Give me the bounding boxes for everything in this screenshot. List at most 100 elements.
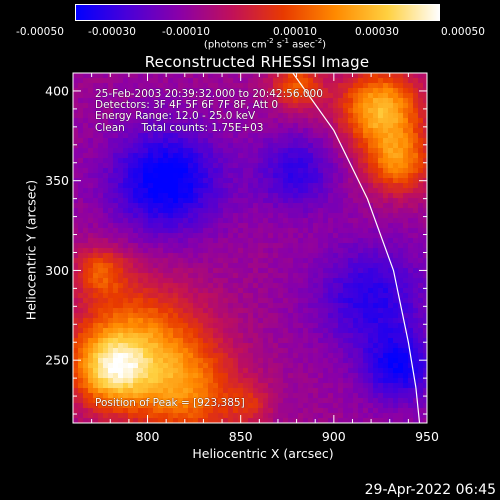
heatmap-cell [413, 348, 419, 354]
heatmap-cell [348, 128, 354, 134]
heatmap-cell [143, 158, 149, 164]
heatmap-cell [118, 258, 124, 264]
heatmap-cell [378, 163, 384, 169]
heatmap-cell [268, 148, 274, 154]
heatmap-cell [373, 183, 379, 189]
heatmap-cell [178, 338, 184, 344]
heatmap-cell [203, 293, 209, 299]
heatmap-cell [238, 278, 244, 284]
heatmap-cell [368, 318, 374, 324]
heatmap-cell [168, 233, 174, 239]
heatmap-cell [328, 408, 334, 414]
heatmap-cell [183, 188, 189, 194]
heatmap-cell [313, 93, 319, 99]
heatmap-cell [173, 343, 179, 349]
heatmap-cell [128, 83, 134, 89]
heatmap-cell [253, 93, 259, 99]
heatmap-cell [368, 408, 374, 414]
heatmap-cell [118, 73, 124, 79]
heatmap-cell [163, 388, 169, 394]
heatmap-cell [348, 308, 354, 314]
heatmap-cell [143, 333, 149, 339]
heatmap-cell [113, 403, 119, 409]
heatmap-cell [383, 363, 389, 369]
heatmap-cell [73, 203, 79, 209]
heatmap-cell [143, 138, 149, 144]
heatmap-cell [153, 383, 159, 389]
heatmap-cell [163, 248, 169, 254]
heatmap-cell [373, 268, 379, 274]
heatmap-cell [263, 323, 269, 329]
heatmap-cell [253, 88, 259, 94]
heatmap-cell [333, 328, 339, 334]
heatmap-cell [158, 308, 164, 314]
heatmap-cell [168, 253, 174, 259]
heatmap-cell [423, 298, 427, 304]
heatmap-cell [278, 363, 284, 369]
heatmap-cell [228, 258, 234, 264]
heatmap-cell [253, 408, 259, 414]
heatmap-cell [313, 383, 319, 389]
heatmap-cell [188, 213, 194, 219]
heatmap-cell [223, 373, 229, 379]
heatmap-cell [378, 328, 384, 334]
heatmap-cell [353, 318, 359, 324]
heatmap-cell [203, 308, 209, 314]
heatmap-cell [368, 388, 374, 394]
heatmap-cell [373, 273, 379, 279]
heatmap-cell [393, 98, 399, 104]
heatmap-cell [198, 368, 204, 374]
heatmap-cell [208, 178, 214, 184]
heatmap-cell [308, 253, 314, 259]
heatmap-cell [308, 118, 314, 124]
heatmap-cell [358, 243, 364, 249]
colorbar-tick-labels: -0.00050 -0.00030 -0.00010 0.00010 0.000… [0, 0, 500, 60]
heatmap-cell [133, 248, 139, 254]
heatmap-cell [168, 78, 174, 84]
heatmap-cell [243, 253, 249, 259]
heatmap-cell [233, 283, 239, 289]
heatmap-cell [193, 273, 199, 279]
heatmap-cell [293, 418, 299, 423]
heatmap-cell [323, 323, 329, 329]
heatmap-cell [173, 323, 179, 329]
heatmap-cell [213, 208, 219, 214]
heatmap-cell [313, 293, 319, 299]
heatmap-cell [283, 243, 289, 249]
heatmap-cell [368, 348, 374, 354]
heatmap-cell [263, 233, 269, 239]
heatmap-cell [163, 208, 169, 214]
heatmap-cell [243, 328, 249, 334]
heatmap-cell [248, 298, 254, 304]
heatmap-cell [293, 83, 299, 89]
heatmap-cell [203, 253, 209, 259]
heatmap-cell [388, 193, 394, 199]
heatmap-cell [218, 323, 224, 329]
heatmap-cell [408, 338, 414, 344]
heatmap-cell [323, 258, 329, 264]
heatmap-cell [328, 313, 334, 319]
heatmap-cell [318, 78, 324, 84]
heatmap-cell [198, 133, 204, 139]
heatmap-cell [223, 93, 229, 99]
heatmap-cell [278, 203, 284, 209]
heatmap-cell [263, 398, 269, 404]
heatmap-cell [328, 238, 334, 244]
heatmap-cell [308, 358, 314, 364]
heatmap-cell [393, 268, 399, 274]
heatmap-cell [103, 328, 109, 334]
heatmap-cell [398, 368, 404, 374]
heatmap-cell [388, 308, 394, 314]
heatmap-cell [173, 313, 179, 319]
heatmap-cell [168, 158, 174, 164]
heatmap-cell [333, 288, 339, 294]
heatmap-cell [208, 383, 214, 389]
heatmap-cell [298, 208, 304, 214]
heatmap-cell [253, 318, 259, 324]
heatmap-cell [353, 353, 359, 359]
heatmap-cell [233, 263, 239, 269]
heatmap-cell [288, 108, 294, 114]
heatmap-cell [298, 363, 304, 369]
heatmap-cell [218, 408, 224, 414]
heatmap-cell [268, 128, 274, 134]
